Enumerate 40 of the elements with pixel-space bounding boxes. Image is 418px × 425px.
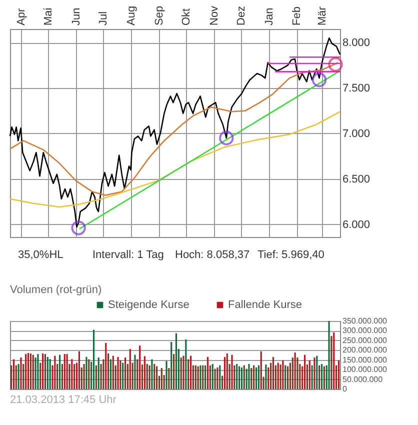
x-tick-label: Feb (291, 6, 304, 26)
x-tick-label: Jan (263, 8, 276, 26)
x-tick-label: Mär (316, 6, 328, 26)
text: 35,0%HL (18, 249, 64, 261)
y-tick-label: 7.000 (342, 128, 370, 140)
y-tick-label: 6.500 (342, 173, 370, 186)
y-tick-label: 8.000 (342, 37, 370, 50)
text: Tief: 5.969,40 (258, 249, 324, 261)
y-tick-label: 0 (342, 384, 348, 394)
legend-label: Fallende Kurse (228, 299, 302, 311)
text: Intervall: 1 Tag (92, 249, 164, 261)
line-series (9, 111, 341, 208)
text: Hoch: 8.058,37 (175, 249, 250, 261)
point (312, 72, 327, 88)
x-tick-label: Nov (208, 5, 220, 26)
y-tick-label: 50.000.000 (342, 374, 384, 384)
legend-label: Steigende Kurse (108, 299, 190, 311)
point (71, 220, 86, 236)
chart-title: Volumen (rot-grün) (10, 284, 102, 296)
point (328, 57, 343, 72)
x-tick-label: Aug (125, 6, 138, 26)
x-tick-label: Jul (97, 11, 110, 26)
line-series (9, 37, 341, 228)
x-tick-label: Jun (70, 8, 82, 26)
y-tick-label: 200.000.000 (342, 346, 388, 355)
point (219, 130, 234, 146)
y-tick-label: 7.500 (342, 82, 370, 95)
text: 21.03.2013 17:45 Uhr (10, 394, 117, 406)
y-tick-label: 300.000.000 (342, 326, 388, 336)
line-series (9, 62, 339, 196)
y-tick-label: 350.000.000 (342, 316, 388, 326)
y-tick-label: 150.000.000 (342, 355, 388, 364)
y-tick-label: 6.000 (342, 218, 370, 231)
x-tick-label: Mai (42, 8, 54, 26)
y-tick-label: 100.000.000 (342, 365, 388, 374)
x-tick-label: Dez (235, 6, 248, 26)
x-tick-label: Sep (153, 6, 166, 26)
x-tick-label: Apr (15, 8, 28, 26)
y-tick-label: 250.000.000 (342, 336, 388, 345)
x-tick-label: Okt (180, 8, 192, 26)
